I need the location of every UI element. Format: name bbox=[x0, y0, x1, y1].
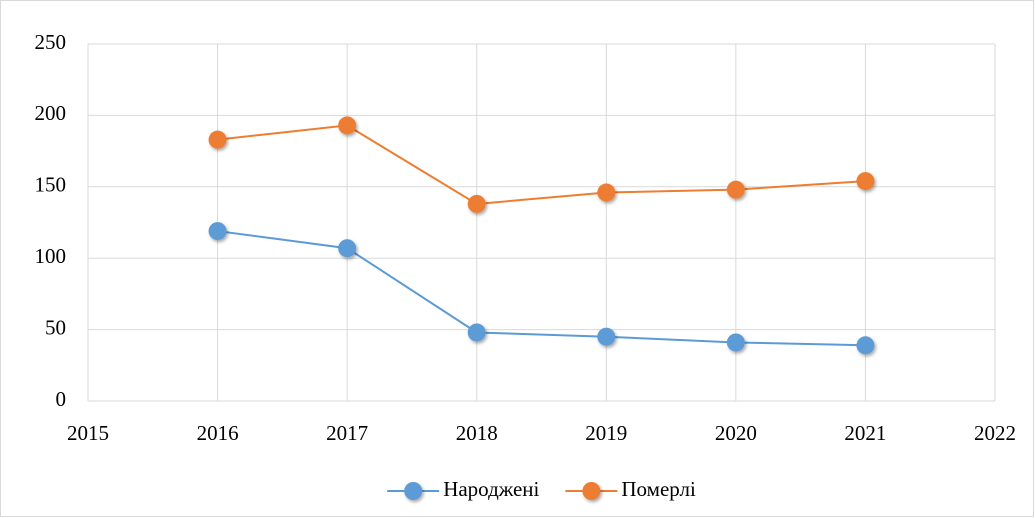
series-line bbox=[217, 124, 866, 205]
x-tick-label: 2021 bbox=[844, 421, 886, 445]
y-tick-label: 100 bbox=[35, 244, 67, 268]
x-tick-label: 2015 bbox=[67, 421, 109, 445]
data-point bbox=[338, 239, 357, 258]
data-point bbox=[726, 333, 745, 352]
y-tick-label: 50 bbox=[45, 315, 66, 339]
x-tick-label: 2018 bbox=[456, 421, 498, 445]
data-point bbox=[597, 327, 616, 346]
legend-item: Народжені bbox=[387, 477, 540, 501]
legend-item: Померлі bbox=[565, 477, 696, 501]
series-line bbox=[217, 230, 866, 347]
x-tick-label: 2016 bbox=[197, 421, 239, 445]
data-point bbox=[856, 172, 875, 191]
legend-marker bbox=[404, 482, 423, 500]
x-tick-label: 2020 bbox=[715, 421, 757, 445]
legend-label: Померлі bbox=[621, 477, 696, 501]
x-tick-label: 2019 bbox=[585, 421, 627, 445]
y-tick-label: 0 bbox=[56, 387, 67, 411]
y-tick-label: 250 bbox=[35, 30, 67, 54]
legend-label: Народжені bbox=[443, 477, 539, 501]
data-point bbox=[208, 222, 227, 241]
legend: Народжені Померлі bbox=[387, 477, 696, 501]
data-point bbox=[467, 323, 486, 342]
legend-marker bbox=[582, 482, 601, 500]
x-tick-label: 2017 bbox=[326, 421, 368, 445]
x-tick-label: 2022 bbox=[974, 421, 1016, 445]
data-point bbox=[208, 130, 227, 149]
y-tick-label: 200 bbox=[35, 101, 67, 125]
data-point bbox=[338, 116, 357, 135]
data-point bbox=[597, 183, 616, 202]
data-point bbox=[726, 180, 745, 199]
data-point bbox=[856, 336, 875, 355]
data-point bbox=[467, 194, 486, 213]
y-tick-label: 150 bbox=[35, 173, 67, 197]
